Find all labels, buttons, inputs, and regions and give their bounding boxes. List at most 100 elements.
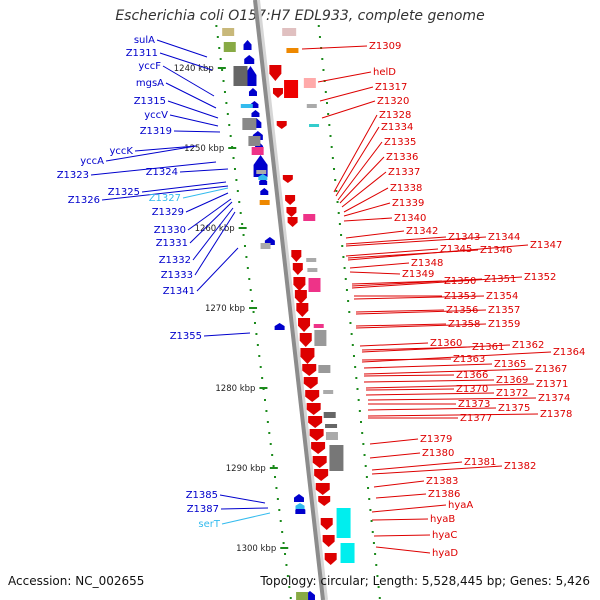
gene-label-z1358[interactable]: Z1358 (448, 319, 480, 330)
feature-block[interactable] (233, 66, 248, 86)
reverse-gene-arrow[interactable] (276, 121, 287, 129)
feature-block[interactable] (340, 543, 355, 563)
feature-block[interactable] (284, 80, 299, 98)
gene-label-z1370[interactable]: Z1370 (456, 384, 488, 395)
gene-label-z1324[interactable]: Z1324 (146, 167, 178, 178)
gene-label-z1382[interactable]: Z1382 (504, 461, 536, 472)
feature-block[interactable] (248, 136, 261, 146)
feature-block[interactable] (323, 390, 334, 394)
feature-block[interactable] (309, 124, 320, 127)
gene-label-z1357[interactable]: Z1357 (488, 305, 520, 316)
gene-label-z1360[interactable]: Z1360 (430, 338, 462, 349)
gene-label-z1309[interactable]: Z1309 (369, 41, 401, 52)
feature-block[interactable] (313, 324, 324, 328)
gene-label-yccf[interactable]: yccF (138, 61, 161, 72)
feature-block[interactable] (286, 48, 299, 53)
gene-label-z1343[interactable]: Z1343 (448, 232, 480, 243)
gene-label-z1353[interactable]: Z1353 (444, 291, 476, 302)
forward-gene-arrow[interactable] (274, 323, 285, 330)
reverse-gene-arrow[interactable] (291, 250, 302, 262)
gene-label-z1385[interactable]: Z1385 (186, 490, 218, 501)
gene-label-hyaa[interactable]: hyaA (448, 500, 473, 511)
gene-label-ycck[interactable]: yccK (110, 146, 134, 157)
gene-label-z1380[interactable]: Z1380 (422, 448, 454, 459)
gene-label-z1331[interactable]: Z1331 (156, 238, 188, 249)
reverse-gene-arrow[interactable] (303, 377, 318, 389)
gene-label-z1369[interactable]: Z1369 (496, 375, 528, 386)
feature-block[interactable] (329, 445, 344, 471)
reverse-gene-arrow[interactable] (292, 263, 303, 275)
feature-block[interactable] (308, 278, 321, 292)
gene-label-z1386[interactable]: Z1386 (428, 489, 460, 500)
gene-label-z1375[interactable]: Z1375 (498, 403, 530, 414)
gene-label-z1348[interactable]: Z1348 (411, 258, 443, 269)
gene-label-z1347[interactable]: Z1347 (530, 240, 562, 251)
gene-label-z1332[interactable]: Z1332 (159, 255, 191, 266)
gene-label-z1355[interactable]: Z1355 (170, 331, 202, 342)
forward-gene-arrow[interactable] (244, 55, 255, 64)
feature-block[interactable] (306, 104, 317, 108)
feature-block[interactable] (306, 258, 317, 262)
reverse-gene-arrow[interactable] (285, 195, 296, 205)
gene-label-hyab[interactable]: hyaB (430, 514, 455, 525)
forward-gene-arrow[interactable] (243, 40, 252, 50)
reverse-gene-arrow[interactable] (312, 456, 327, 468)
gene-label-mgsa[interactable]: mgsA (136, 78, 164, 89)
gene-label-z1340[interactable]: Z1340 (394, 213, 426, 224)
feature-block[interactable] (323, 412, 336, 418)
feature-block[interactable] (251, 147, 264, 155)
reverse-gene-arrow[interactable] (298, 318, 311, 332)
gene-label-z1317[interactable]: Z1317 (375, 82, 407, 93)
feature-block[interactable] (256, 170, 267, 174)
gene-label-z1323[interactable]: Z1323 (57, 170, 89, 181)
feature-block[interactable] (282, 28, 297, 36)
gene-label-hyac[interactable]: hyaC (432, 530, 457, 541)
forward-gene-arrow[interactable] (260, 188, 269, 195)
forward-gene-arrow[interactable] (295, 503, 305, 509)
gene-label-z1378[interactable]: Z1378 (540, 409, 572, 420)
gene-label-z1359[interactable]: Z1359 (488, 319, 520, 330)
gene-label-z1326[interactable]: Z1326 (68, 195, 100, 206)
gene-label-z1335[interactable]: Z1335 (384, 137, 416, 148)
gene-label-z1333[interactable]: Z1333 (161, 270, 193, 281)
feature-block[interactable] (260, 243, 271, 249)
gene-label-z1329[interactable]: Z1329 (152, 207, 184, 218)
feature-block[interactable] (314, 330, 327, 346)
gene-label-z1377[interactable]: Z1377 (460, 413, 492, 424)
reverse-gene-arrow[interactable] (282, 175, 293, 183)
reverse-gene-arrow[interactable] (287, 217, 298, 227)
reverse-gene-arrow[interactable] (315, 483, 330, 495)
feature-block[interactable] (242, 118, 257, 130)
gene-label-z1351[interactable]: Z1351 (484, 274, 516, 285)
gene-label-z1354[interactable]: Z1354 (486, 291, 518, 302)
gene-label-z1311[interactable]: Z1311 (126, 48, 158, 59)
feature-block[interactable] (307, 268, 318, 272)
gene-label-z1371[interactable]: Z1371 (536, 379, 568, 390)
reverse-gene-arrow[interactable] (294, 290, 307, 304)
feature-block[interactable] (303, 78, 316, 88)
feature-block[interactable] (325, 432, 338, 440)
reverse-gene-arrow[interactable] (311, 442, 326, 454)
gene-label-z1349[interactable]: Z1349 (402, 269, 434, 280)
gene-label-z1334[interactable]: Z1334 (381, 122, 413, 133)
gene-label-z1341[interactable]: Z1341 (163, 286, 195, 297)
feature-block[interactable] (325, 424, 338, 428)
gene-label-z1338[interactable]: Z1338 (390, 183, 422, 194)
gene-label-z1337[interactable]: Z1337 (388, 167, 420, 178)
reverse-gene-arrow[interactable] (302, 364, 317, 376)
reverse-gene-arrow[interactable] (309, 429, 324, 441)
gene-label-z1339[interactable]: Z1339 (392, 198, 424, 209)
gene-label-z1346[interactable]: Z1346 (480, 245, 512, 256)
forward-gene-arrow[interactable] (248, 88, 257, 96)
gene-label-z1345[interactable]: Z1345 (440, 244, 472, 255)
reverse-gene-arrow[interactable] (306, 403, 321, 415)
reverse-gene-arrow[interactable] (314, 469, 329, 481)
gene-label-z1319[interactable]: Z1319 (140, 126, 172, 137)
feature-block[interactable] (303, 214, 316, 221)
feature-block[interactable] (222, 28, 235, 36)
gene-label-z1366[interactable]: Z1366 (456, 370, 488, 381)
reverse-gene-arrow[interactable] (322, 535, 335, 547)
gene-label-ycca[interactable]: yccA (80, 156, 104, 167)
gene-label-held[interactable]: helD (373, 67, 396, 78)
